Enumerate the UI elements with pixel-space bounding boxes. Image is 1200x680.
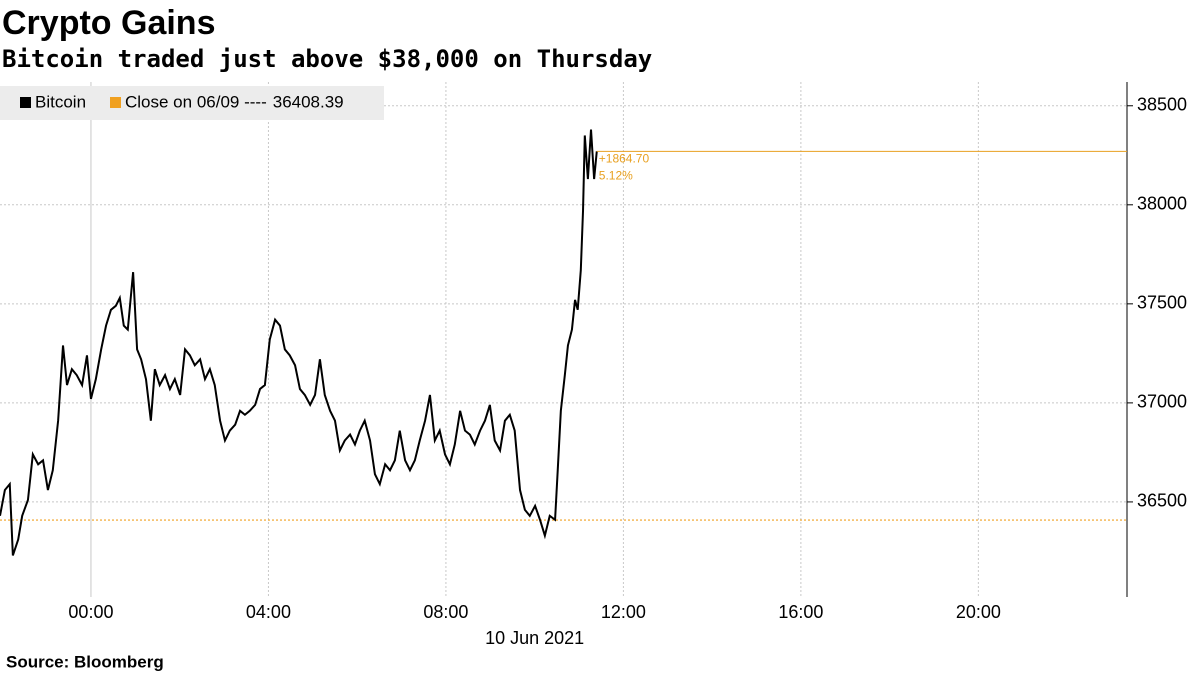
legend-swatch [20, 97, 31, 108]
x-tick-label: 08:00 [423, 602, 468, 622]
y-tick-label: 38000 [1137, 194, 1187, 214]
x-tick-label: 12:00 [601, 602, 646, 622]
legend-swatch [110, 97, 121, 108]
change-label: +1864.70 [599, 151, 650, 165]
y-tick-label: 37500 [1137, 293, 1187, 313]
x-tick-label: 16:00 [778, 602, 823, 622]
y-tick-label: 36500 [1137, 491, 1187, 511]
x-tick-label: 20:00 [956, 602, 1001, 622]
legend-label: Bitcoin [35, 92, 86, 111]
x-date-label: 10 Jun 2021 [485, 628, 584, 648]
legend-box [0, 86, 384, 120]
y-tick-label: 38500 [1137, 95, 1187, 115]
chart-title: Crypto Gains [2, 4, 215, 42]
change-percent-label: 5.12% [599, 168, 633, 182]
x-tick-label: 00:00 [68, 602, 113, 622]
price-line [0, 129, 598, 556]
legend-value: 36408.39 [273, 92, 344, 111]
x-tick-label: 04:00 [246, 602, 291, 622]
chart-subtitle: Bitcoin traded just above $38,000 on Thu… [2, 45, 652, 73]
legend-label: Close on 06/09 ---- [125, 92, 267, 111]
y-tick-label: 37000 [1137, 392, 1187, 412]
source: Source: Bloomberg [6, 652, 164, 671]
